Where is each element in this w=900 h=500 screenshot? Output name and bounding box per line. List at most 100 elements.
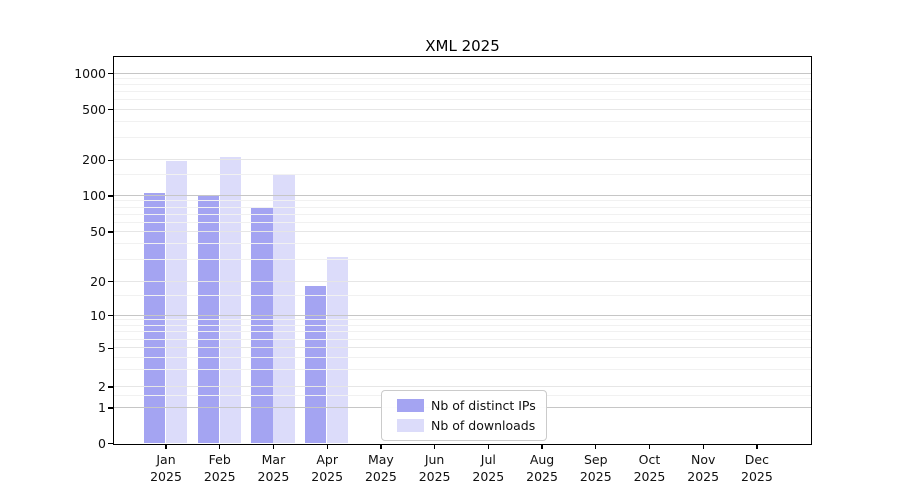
y-tick-label-1000: 1000 xyxy=(74,65,106,81)
year-label: 2025 xyxy=(257,469,290,484)
year-label: 2025 xyxy=(633,469,666,484)
gridline-10 xyxy=(114,314,811,316)
gridline-8 xyxy=(114,325,811,327)
x-tick-may xyxy=(380,444,382,449)
x-tick-label-sep: Sep 2025 xyxy=(564,451,628,485)
year-label: 2025 xyxy=(472,469,505,484)
y-tick-200 xyxy=(108,159,113,161)
x-tick-apr xyxy=(326,444,328,449)
gridline-500 xyxy=(114,108,811,110)
y-tick-50 xyxy=(108,231,113,233)
gridline-150 xyxy=(114,174,811,176)
bar-nb-of-distinct-ips-mar xyxy=(251,207,273,443)
gridline-1000 xyxy=(114,72,811,74)
gridline-600 xyxy=(114,99,811,101)
year-label: 2025 xyxy=(150,469,182,484)
x-tick-label-mar: Mar 2025 xyxy=(241,451,305,485)
legend-swatch-distinct-ips xyxy=(397,399,424,412)
y-tick-label-500: 500 xyxy=(82,101,106,117)
chart-title: XML 2025 xyxy=(425,37,500,55)
x-tick-label-jul: Jul 2025 xyxy=(456,451,520,485)
year-label: 2025 xyxy=(311,469,344,484)
month-label: Jul xyxy=(480,452,496,467)
y-tick-label-5: 5 xyxy=(98,340,106,356)
bar-nb-of-downloads-mar xyxy=(273,174,295,443)
x-tick-sep xyxy=(595,444,597,449)
year-label: 2025 xyxy=(687,469,720,484)
x-tick-aug xyxy=(541,444,543,449)
x-tick-label-apr: Apr 2025 xyxy=(295,451,359,485)
y-tick-label-20: 20 xyxy=(90,273,106,289)
month-label: Feb xyxy=(208,452,231,467)
gridline-7 xyxy=(114,331,811,333)
gridline-90 xyxy=(114,200,811,202)
y-tick-label-2: 2 xyxy=(98,379,106,394)
y-tick-500 xyxy=(108,108,113,111)
month-label: Mar xyxy=(261,452,286,467)
gridline-300 xyxy=(114,136,811,138)
y-tick-5 xyxy=(108,347,113,349)
gridline-50 xyxy=(114,231,811,232)
gridline-70 xyxy=(114,213,811,215)
gridline-9 xyxy=(114,319,811,321)
legend-label-distinct-ips: Nb of distinct IPs xyxy=(431,397,536,413)
gridline-4 xyxy=(114,356,811,358)
month-label: Oct xyxy=(638,452,661,467)
year-label: 2025 xyxy=(203,469,236,484)
x-tick-label-jun: Jun 2025 xyxy=(403,451,467,485)
plot-area xyxy=(113,56,812,445)
y-tick-1000 xyxy=(108,72,113,75)
y-tick-20 xyxy=(108,280,113,283)
month-label: Jan xyxy=(156,452,176,467)
legend-item-distinct-ips: Nb of distinct IPs xyxy=(397,396,540,416)
x-tick-nov xyxy=(702,444,704,449)
bar-nb-of-downloads-apr xyxy=(326,257,349,443)
legend-label-downloads: Nb of downloads xyxy=(431,417,536,433)
year-label: 2025 xyxy=(741,469,773,484)
legend: Nb of distinct IPs Nb of downloads xyxy=(381,390,547,441)
gridline-400 xyxy=(114,120,811,122)
gridlines-layer xyxy=(114,57,811,444)
month-label: Dec xyxy=(744,452,769,467)
x-tick-label-dec: Dec 2025 xyxy=(725,451,789,485)
y-tick-label-1: 1 xyxy=(98,400,106,415)
x-tick-jun xyxy=(434,444,436,449)
month-label: May xyxy=(367,452,394,467)
x-tick-label-may: May 2025 xyxy=(349,451,413,485)
y-tick-2 xyxy=(108,386,113,388)
y-tick-label-100: 100 xyxy=(82,188,106,203)
gridline-6 xyxy=(114,338,811,340)
month-label: Sep xyxy=(583,452,608,467)
x-tick-label-oct: Oct 2025 xyxy=(617,451,681,485)
x-tick-jul xyxy=(487,444,490,449)
gridline-5 xyxy=(114,347,811,349)
gridline-80 xyxy=(114,206,811,208)
y-tick-100 xyxy=(108,195,113,197)
y-tick-10 xyxy=(108,314,113,317)
x-tick-dec xyxy=(756,444,758,449)
gridline-60 xyxy=(114,221,811,223)
x-tick-label-jan: Jan 2025 xyxy=(134,451,198,485)
month-label: Jun xyxy=(424,452,445,467)
x-tick-label-nov: Nov 2025 xyxy=(671,451,735,485)
month-label: Aug xyxy=(529,452,555,467)
month-label: Apr xyxy=(316,452,338,467)
gridline-20 xyxy=(114,280,811,282)
gridline-2 xyxy=(114,386,811,387)
gridline-30 xyxy=(114,258,811,260)
y-tick-label-200: 200 xyxy=(82,152,106,168)
year-label: 2025 xyxy=(579,469,612,484)
y-tick-label-10: 10 xyxy=(90,307,106,323)
gridline-3 xyxy=(114,368,811,370)
month-label: Nov xyxy=(690,452,716,467)
x-tick-oct xyxy=(648,444,651,449)
x-tick-jan xyxy=(165,444,167,449)
x-tick-label-aug: Aug 2025 xyxy=(510,451,574,485)
y-tick-0 xyxy=(108,442,113,445)
legend-swatch-downloads xyxy=(397,419,424,432)
y-tick-label-50: 50 xyxy=(90,224,106,239)
gridline-200 xyxy=(114,159,811,161)
gridline-100 xyxy=(114,195,811,196)
